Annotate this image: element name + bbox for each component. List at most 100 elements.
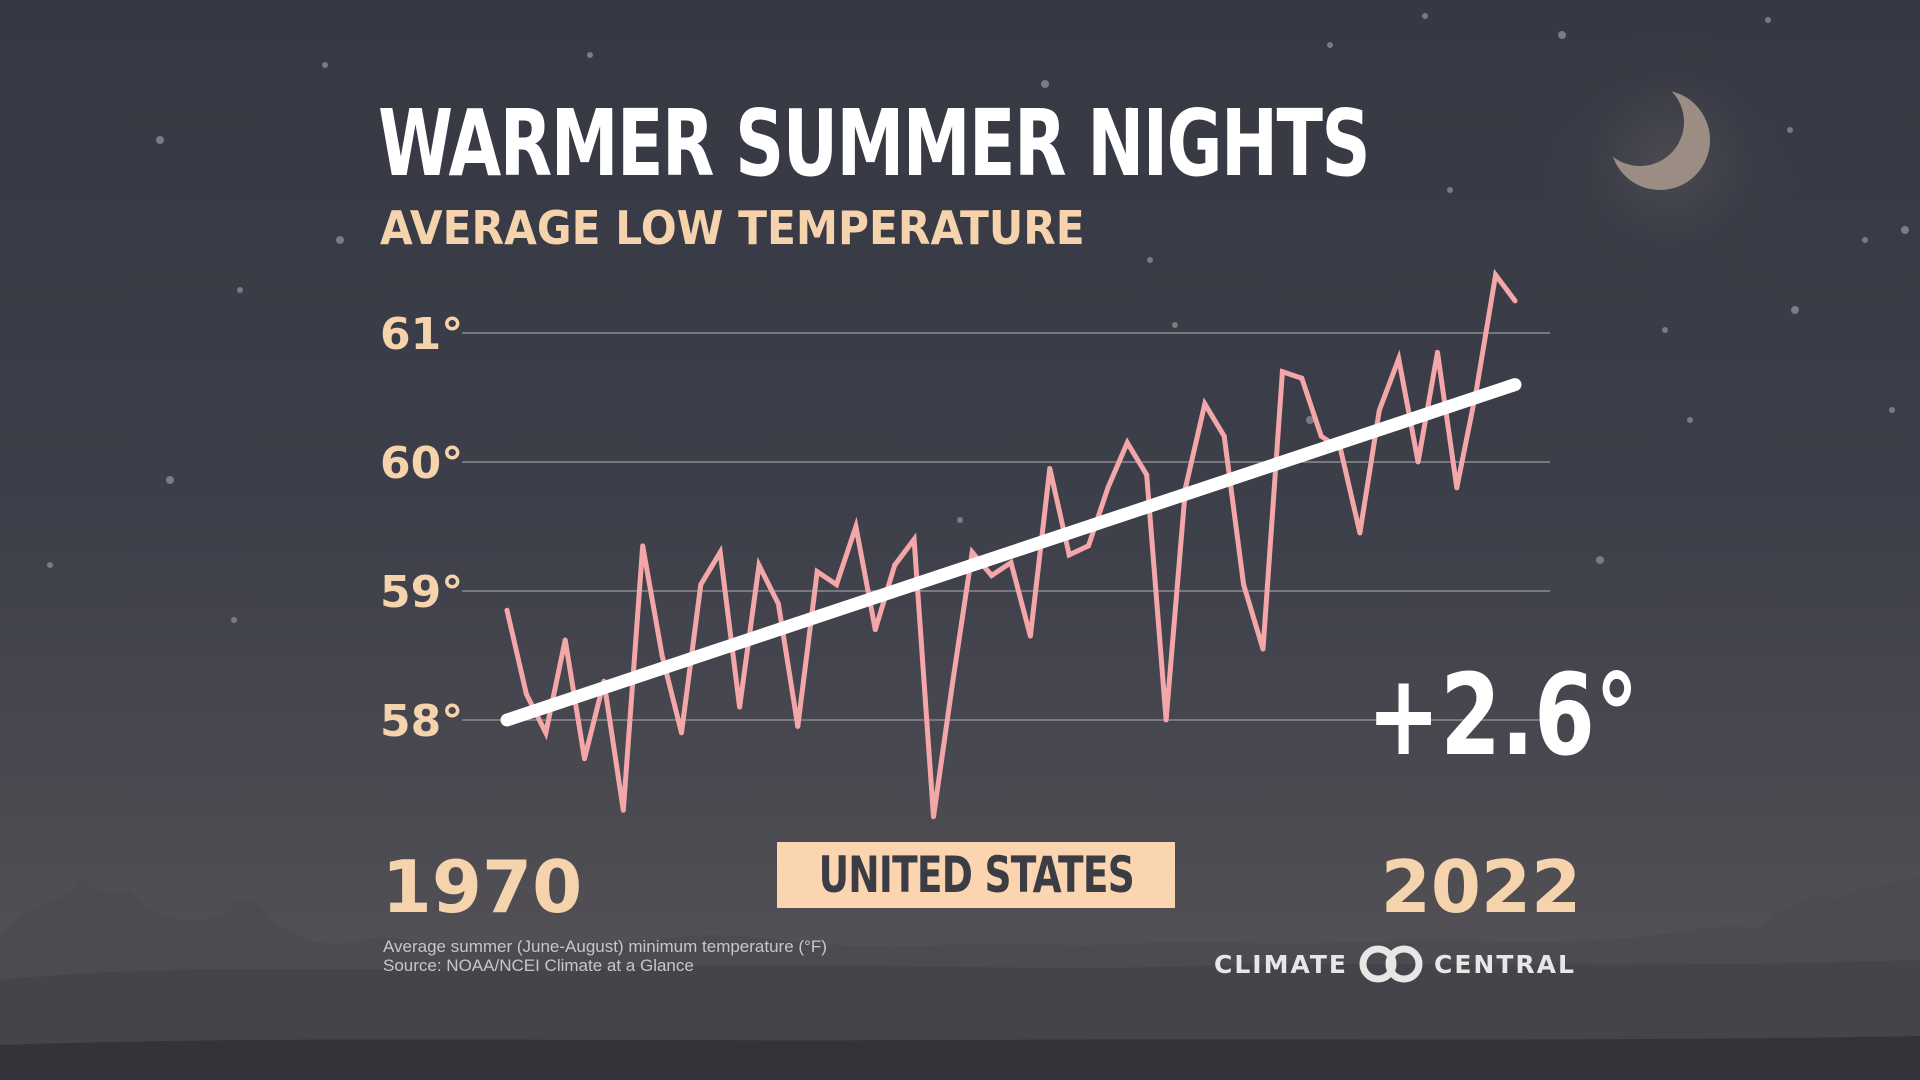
star: [231, 617, 237, 623]
tree-silhouette-hills: [0, 875, 1920, 1080]
data-point-2017: [1415, 459, 1421, 465]
region-badge: UNITED STATES: [777, 842, 1175, 908]
y-tick-label-58: 58°: [380, 696, 463, 747]
x-label-start-year: 1970: [382, 845, 582, 929]
star: [1687, 417, 1693, 423]
logo-text-left: CLIMATE: [1214, 949, 1348, 979]
region-label: UNITED STATES: [818, 846, 1134, 904]
star: [1765, 17, 1771, 23]
data-point-2010: [1279, 369, 1285, 375]
data-point-1980: [698, 582, 704, 588]
star: [237, 287, 243, 293]
data-point-1991: [911, 536, 917, 542]
y-tick-label-59: 59°: [380, 567, 463, 618]
star: [1327, 42, 1333, 48]
star: [1422, 13, 1428, 19]
data-point-1990: [892, 562, 898, 568]
data-point-1981: [717, 549, 723, 555]
star: [1596, 556, 1604, 564]
data-point-2011: [1299, 375, 1305, 381]
star: [1662, 327, 1668, 333]
data-point-1978: [659, 653, 665, 658]
y-tick-label-61: 61°: [380, 309, 463, 360]
star: [1147, 257, 1153, 263]
logo-text-right: CENTRAL: [1434, 949, 1576, 979]
star: [1172, 322, 1178, 328]
data-point-2016: [1396, 356, 1402, 362]
data-point-1970: [504, 607, 510, 613]
star: [1889, 407, 1895, 413]
data-point-1994: [969, 549, 975, 555]
footnote-source: Source: NOAA/NCEI Climate at a Glance: [383, 956, 694, 975]
linked-rings-icon: [1359, 945, 1423, 983]
data-point-1996: [1008, 560, 1014, 566]
star: [336, 236, 344, 244]
data-point-1983: [756, 562, 762, 568]
data-point-1972: [543, 730, 549, 736]
trend-line: [500, 378, 1522, 727]
chart-title: WARMER SUMMER NIGHTS: [378, 90, 1370, 197]
star: [156, 136, 164, 144]
chart-subtitle: AVERAGE LOW TEMPERATURE: [380, 201, 1085, 255]
data-point-2009: [1260, 646, 1266, 652]
data-point-2015: [1376, 407, 1382, 413]
data-point-1988: [853, 524, 859, 529]
climate-central-logo: CLIMATE CENTRAL: [1214, 944, 1576, 984]
star: [1447, 187, 1453, 193]
star: [587, 52, 593, 58]
data-point-1971: [523, 691, 529, 697]
star: [47, 562, 53, 568]
data-point-2003: [1144, 472, 1150, 478]
data-point-1987: [834, 582, 840, 588]
crescent-moon-icon: [1610, 90, 1710, 190]
data-point-2007: [1221, 433, 1227, 439]
x-label-end-year: 2022: [1381, 845, 1581, 929]
data-point-1984: [775, 601, 781, 607]
star: [1306, 416, 1314, 424]
change-annotation: +2.6°: [1367, 651, 1639, 781]
data-point-1986: [814, 569, 820, 575]
data-point-2006: [1202, 401, 1208, 407]
data-point-2014: [1357, 530, 1363, 536]
data-point-2000: [1086, 543, 1092, 549]
data-point-2008: [1241, 582, 1247, 588]
y-tick-label-60: 60°: [380, 438, 463, 489]
star: [322, 62, 328, 68]
data-point-1995: [989, 573, 995, 579]
data-point-1985: [795, 723, 801, 729]
data-point-1999: [1066, 552, 1072, 558]
data-point-1993: [950, 678, 956, 684]
data-point-1982: [737, 704, 743, 710]
data-point-1992: [930, 814, 936, 820]
y-axis-ticks: 58° 59° 60° 61°: [380, 309, 463, 747]
data-point-1997: [1027, 633, 1033, 639]
data-point-1989: [872, 627, 878, 633]
star: [957, 517, 963, 523]
data-point-2021: [1493, 272, 1499, 278]
data-point-2019: [1454, 485, 1460, 491]
data-point-1979: [678, 730, 684, 736]
footnote: Average summer (June-August) minimum tem…: [383, 937, 827, 975]
data-point-1977: [640, 543, 646, 549]
data-point-2022: [1512, 298, 1518, 304]
data-point-2001: [1105, 485, 1111, 491]
footnote-description: Average summer (June-August) minimum tem…: [383, 937, 827, 956]
star: [1041, 80, 1049, 88]
data-point-2018: [1434, 349, 1440, 355]
star: [1901, 226, 1909, 234]
data-point-1973: [562, 637, 568, 643]
data-point-1974: [582, 756, 588, 762]
star: [1787, 127, 1793, 133]
star: [166, 476, 174, 484]
data-point-2002: [1124, 440, 1130, 446]
data-point-1976: [620, 807, 626, 813]
data-point-2012: [1318, 433, 1324, 439]
star: [1558, 31, 1566, 39]
star: [1791, 306, 1799, 314]
data-point-2004: [1163, 717, 1169, 723]
star: [1127, 107, 1133, 113]
star: [1862, 237, 1868, 243]
